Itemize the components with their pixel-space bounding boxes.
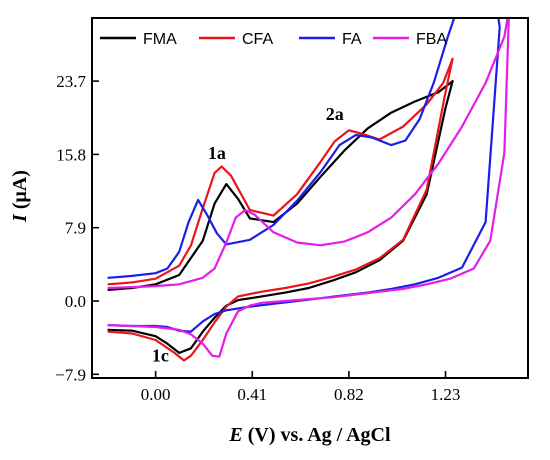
x-tick-label: 0.00 bbox=[141, 385, 171, 404]
y-tick-label: 0.0 bbox=[65, 292, 86, 311]
legend: FMA CFA FA FBA bbox=[100, 31, 447, 48]
y-axis-title: I (μA) bbox=[9, 170, 31, 223]
series-line-fba bbox=[107, 18, 510, 358]
x-tick-label: 0.82 bbox=[334, 385, 364, 404]
legend-label-fba: FBA bbox=[416, 31, 447, 48]
legend-label-cfa: CFA bbox=[242, 31, 273, 48]
legend-label-fa: FA bbox=[342, 31, 362, 48]
peak-annotation-1c: 1c bbox=[152, 345, 169, 365]
x-tick-label: 1.23 bbox=[431, 385, 461, 404]
y-axis-title-text: (μA) bbox=[9, 170, 31, 214]
x-tick-label: 0.41 bbox=[237, 385, 267, 404]
plot-frame bbox=[91, 17, 529, 379]
series-line-cfa bbox=[107, 57, 454, 362]
x-axis-title-text: (V) vs. Ag / AgCl bbox=[243, 424, 391, 446]
peak-annotation-1a: 1a bbox=[208, 143, 226, 163]
peak-annotation-2a: 2a bbox=[326, 104, 344, 124]
y-tick-label: 7.9 bbox=[65, 219, 86, 238]
y-tick-label: −7.9 bbox=[55, 365, 86, 384]
tick-layer: 0.00 0.41 0.82 1.23 −7.9 0.0 7.9 15.8 23.7 bbox=[55, 72, 460, 404]
y-tick-label: 23.7 bbox=[56, 72, 86, 91]
legend-label-fma: FMA bbox=[143, 31, 177, 48]
y-axis-title-symbol: I bbox=[9, 213, 31, 223]
series-line-fma bbox=[107, 80, 454, 354]
annotation-layer: 1a 2a 1c bbox=[152, 104, 344, 365]
x-axis-title-symbol: E bbox=[228, 424, 242, 446]
y-tick-label: 15.8 bbox=[56, 145, 86, 164]
series-layer bbox=[107, 18, 510, 362]
series-line-fa bbox=[107, 18, 501, 333]
x-axis-title: E (V) vs. Ag / AgCl bbox=[228, 424, 391, 446]
